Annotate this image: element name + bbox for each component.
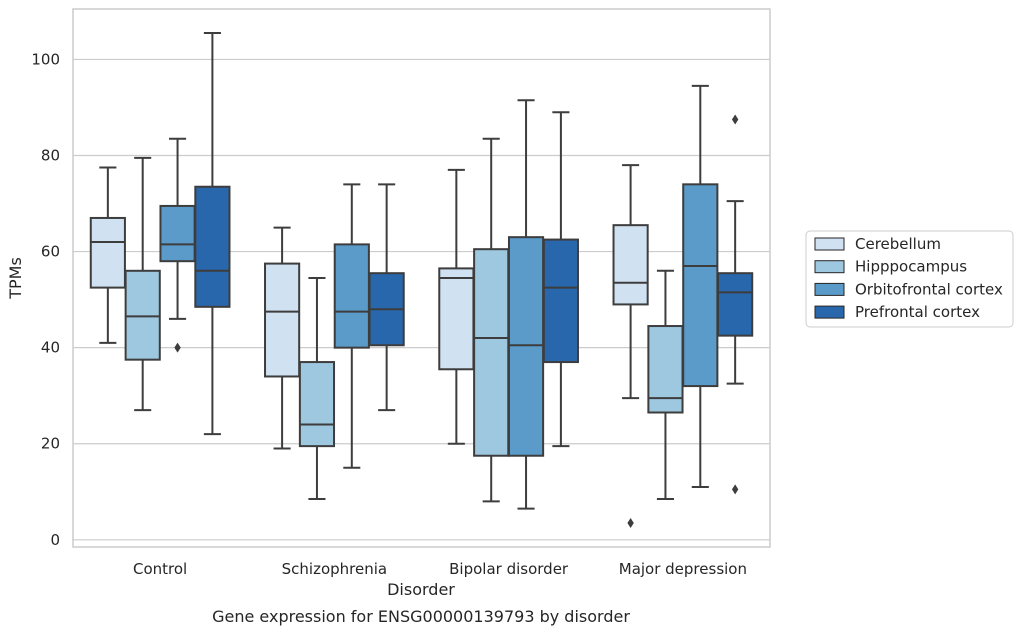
legend-item: Cerebellum xyxy=(814,235,941,253)
legend-swatch xyxy=(814,260,845,274)
box xyxy=(124,156,161,412)
box-iqr xyxy=(473,248,510,457)
legend-label: Prefrontal cortex xyxy=(855,303,980,321)
box-iqr xyxy=(438,267,475,371)
legend-swatch xyxy=(814,282,845,296)
x-tick-label: Schizophrenia xyxy=(282,560,387,578)
series-prefrontal-cortex xyxy=(194,32,754,495)
legend-item: Hipppocampus xyxy=(814,258,967,276)
box-iqr xyxy=(647,325,684,414)
box xyxy=(682,84,719,488)
box-iqr xyxy=(333,243,370,349)
box-iqr xyxy=(682,183,719,388)
x-tick-label: Major depression xyxy=(619,560,747,578)
box xyxy=(438,168,475,445)
box-iqr xyxy=(89,216,126,289)
box-iqr xyxy=(507,236,545,457)
y-axis-label: TPMs xyxy=(6,257,25,300)
x-tick-labels: Control Schizophrenia Bipolar disorder Majo… xyxy=(133,560,747,578)
box-iqr xyxy=(542,238,579,364)
series-hipppocampus xyxy=(124,137,684,503)
box-iqr xyxy=(298,361,336,448)
box xyxy=(647,269,684,500)
box xyxy=(542,111,579,448)
box xyxy=(264,226,301,450)
y-tick-label: 80 xyxy=(41,147,60,165)
box-iqr xyxy=(264,262,301,378)
x-axis-label: Disorder xyxy=(387,580,455,599)
box xyxy=(89,166,126,344)
legend-item: Prefrontal cortex xyxy=(814,303,980,321)
legend-swatch xyxy=(814,305,845,319)
legend-item: Orbitofrontal cortex xyxy=(814,280,1003,298)
box-iqr xyxy=(194,185,231,308)
y-tick-label: 20 xyxy=(41,435,60,453)
legend-label: Hipppocampus xyxy=(855,258,967,276)
outlier-point xyxy=(627,517,634,528)
chart-caption: Gene expression for ENSG00000139793 by d… xyxy=(212,607,630,626)
plot-background xyxy=(73,9,770,547)
box xyxy=(473,137,510,503)
legend: Cerebellum Hipppocampus Orbitofrontal cort… xyxy=(805,230,1014,328)
outlier-point xyxy=(174,342,181,353)
box-iqr xyxy=(717,272,754,337)
legend-frame xyxy=(805,230,1014,328)
box xyxy=(717,114,754,495)
outlier-point xyxy=(731,484,739,495)
series-cerebellum xyxy=(89,164,649,528)
y-tick-label: 0 xyxy=(50,531,60,549)
legend-label: Orbitofrontal cortex xyxy=(855,280,1003,298)
y-tick-labels: 0 20 40 60 80 100 xyxy=(31,50,60,548)
box-iqr xyxy=(612,224,649,306)
outlier-point xyxy=(731,114,739,125)
x-tick-label: Control xyxy=(133,560,187,578)
box-iqr xyxy=(124,269,161,361)
box xyxy=(368,183,405,412)
legend-swatch xyxy=(814,237,845,251)
box-series xyxy=(89,32,754,528)
box xyxy=(507,99,545,510)
box xyxy=(298,277,336,500)
y-tick-label: 40 xyxy=(41,339,60,357)
y-tick-label: 100 xyxy=(31,50,60,68)
x-tick-label: Bipolar disorder xyxy=(449,560,569,578)
y-tick-label: 60 xyxy=(41,243,60,261)
plot-frame xyxy=(72,8,771,548)
box-iqr xyxy=(159,204,196,263)
legend-label: Cerebellum xyxy=(855,235,941,253)
box xyxy=(194,32,231,436)
box xyxy=(612,164,649,528)
